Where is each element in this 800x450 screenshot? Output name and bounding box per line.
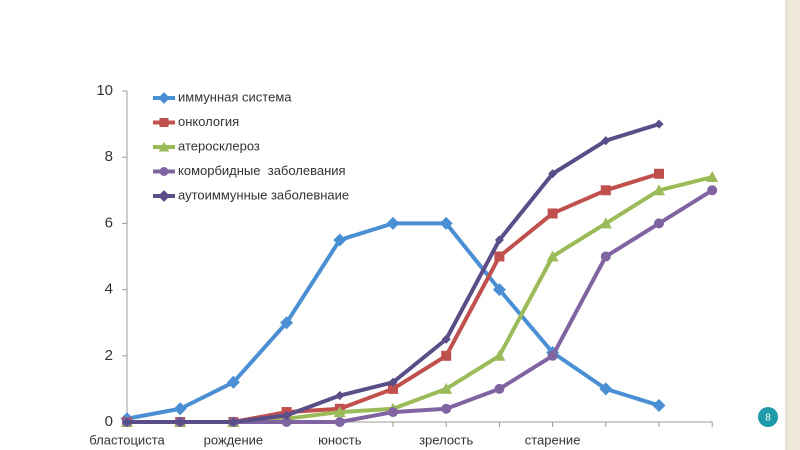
marker bbox=[159, 167, 169, 176]
marker bbox=[388, 383, 398, 394]
page-badge bbox=[758, 407, 778, 427]
marker bbox=[441, 334, 451, 344]
x-tick-label: старение bbox=[525, 432, 581, 447]
marker bbox=[334, 417, 345, 427]
marker bbox=[333, 233, 347, 247]
marker bbox=[281, 417, 292, 427]
marker bbox=[707, 185, 718, 196]
marker bbox=[494, 235, 504, 245]
marker bbox=[158, 141, 170, 152]
marker bbox=[654, 218, 664, 229]
marker bbox=[441, 403, 452, 414]
marker bbox=[706, 171, 719, 183]
marker bbox=[333, 406, 346, 418]
marker bbox=[388, 377, 398, 387]
marker bbox=[652, 398, 666, 412]
x-tick-label: зрелость bbox=[419, 432, 473, 447]
marker bbox=[654, 119, 664, 129]
marker bbox=[226, 375, 240, 389]
marker bbox=[441, 350, 452, 361]
marker bbox=[600, 251, 611, 262]
page-number: 8 bbox=[765, 413, 771, 424]
marker bbox=[494, 251, 505, 262]
legend-label: атеросклероз bbox=[178, 138, 260, 153]
y-tick-label: 0 bbox=[105, 413, 113, 430]
marker bbox=[159, 118, 169, 127]
marker bbox=[282, 410, 292, 420]
y-tick-label: 4 bbox=[105, 281, 113, 298]
marker bbox=[547, 350, 558, 361]
marker bbox=[175, 417, 185, 427]
y-tick-label: 2 bbox=[105, 347, 113, 364]
y-tick-label: 10 bbox=[96, 82, 113, 99]
marker bbox=[600, 185, 611, 196]
marker bbox=[494, 383, 505, 394]
side-strip bbox=[786, 0, 800, 450]
marker bbox=[440, 382, 453, 394]
marker bbox=[122, 417, 132, 427]
marker bbox=[280, 316, 294, 330]
marker bbox=[548, 169, 558, 179]
marker bbox=[653, 184, 665, 196]
marker bbox=[388, 407, 398, 418]
marker bbox=[439, 216, 453, 230]
marker bbox=[492, 283, 506, 297]
marker bbox=[547, 208, 558, 219]
x-tick-label: бластоциста bbox=[89, 432, 165, 447]
marker bbox=[493, 349, 506, 361]
x-tick-label: юность bbox=[318, 432, 362, 447]
marker bbox=[599, 382, 613, 396]
marker bbox=[158, 190, 170, 202]
legend-label: иммунная система bbox=[178, 89, 292, 104]
marker bbox=[601, 136, 611, 146]
y-tick-label: 6 bbox=[105, 214, 113, 231]
marker bbox=[386, 216, 400, 230]
x-tick-label: рождение bbox=[204, 432, 264, 447]
marker bbox=[228, 417, 238, 427]
marker bbox=[654, 168, 664, 179]
marker bbox=[546, 250, 559, 262]
legend-label: коморбидные заболевания bbox=[178, 163, 346, 178]
legend-label: онкология bbox=[178, 114, 239, 129]
marker bbox=[158, 92, 170, 104]
marker bbox=[173, 402, 187, 416]
y-tick-label: 8 bbox=[105, 148, 113, 165]
marker bbox=[335, 390, 345, 401]
legend-label: аутоиммунные заболевнаие bbox=[178, 187, 349, 202]
marker bbox=[599, 217, 612, 229]
